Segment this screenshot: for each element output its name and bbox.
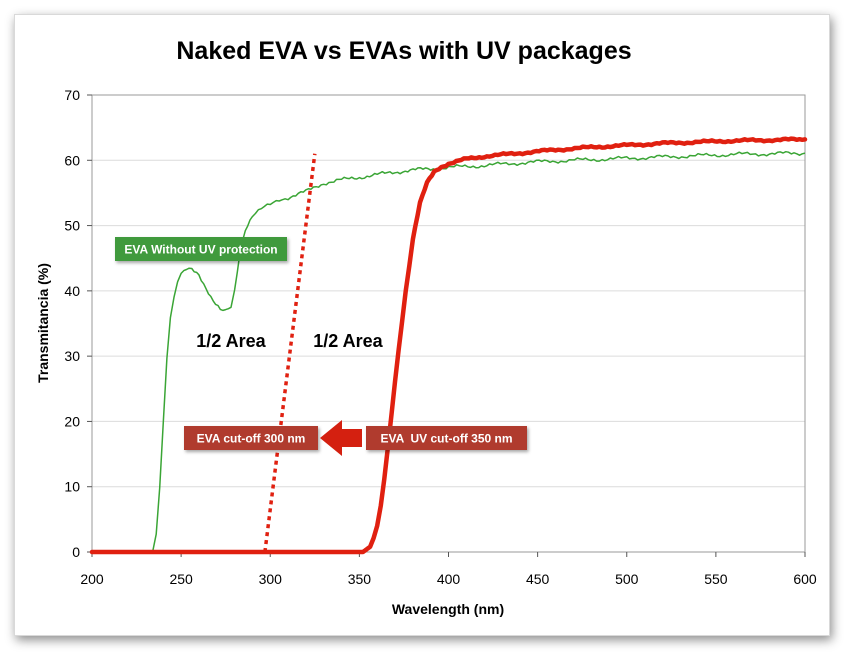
y-tick-label: 0 [72, 544, 80, 560]
annotation-cutoff-300: EVA cut-off 300 nm [184, 426, 318, 450]
series-line-cutoff-300 [263, 153, 317, 553]
x-tick-label: 350 [348, 571, 372, 587]
x-tick-label: 450 [526, 571, 550, 587]
annotation-green-label: EVA Without UV protection [115, 237, 287, 261]
arrow-left-icon [320, 420, 362, 456]
series-line-eva-without-uv [92, 150, 806, 553]
cutoff-350-text: EVA UV cut-off 350 nm [380, 432, 512, 446]
y-axis-label: Transmitancia (%) [35, 263, 51, 383]
y-tick-label: 30 [64, 348, 80, 364]
x-tick-label: 250 [169, 571, 193, 587]
x-tick-label: 550 [704, 571, 728, 587]
cutoff-300-box [184, 426, 318, 450]
x-tick-label: 500 [615, 571, 639, 587]
x-tick-label: 300 [259, 571, 283, 587]
x-axis: 200 250 300 350 400 450 500 550 600 [80, 552, 817, 587]
half-area-left: 1/2 Area [196, 331, 266, 351]
chart-card [14, 14, 830, 636]
x-tick-label: 200 [80, 571, 104, 587]
cutoff-350-box [366, 426, 527, 450]
series-line-eva-uv-350 [89, 136, 808, 555]
green-label-text: EVA Without UV protection [124, 243, 277, 257]
x-axis-label: Wavelength (nm) [392, 601, 504, 617]
series-group [89, 136, 808, 555]
y-tick-label: 60 [64, 152, 80, 168]
y-axis: 0 10 20 30 40 50 60 70 [64, 87, 92, 560]
cutoff-300-text: EVA cut-off 300 nm [197, 432, 306, 446]
annotation-cutoff-350: EVA UV cut-off 350 nm [366, 426, 527, 450]
half-area-right: 1/2 Area [313, 331, 383, 351]
y-tick-label: 20 [64, 413, 80, 429]
y-tick-label: 40 [64, 283, 80, 299]
green-label-box [115, 237, 287, 261]
y-tick-label: 70 [64, 87, 80, 103]
y-tick-label: 50 [64, 218, 80, 234]
x-tick-label: 400 [437, 571, 461, 587]
y-tick-label: 10 [64, 479, 80, 495]
gridlines [92, 159, 805, 488]
x-tick-label: 600 [793, 571, 817, 587]
chart-title: Naked EVA vs EVAs with UV packages [176, 37, 631, 65]
